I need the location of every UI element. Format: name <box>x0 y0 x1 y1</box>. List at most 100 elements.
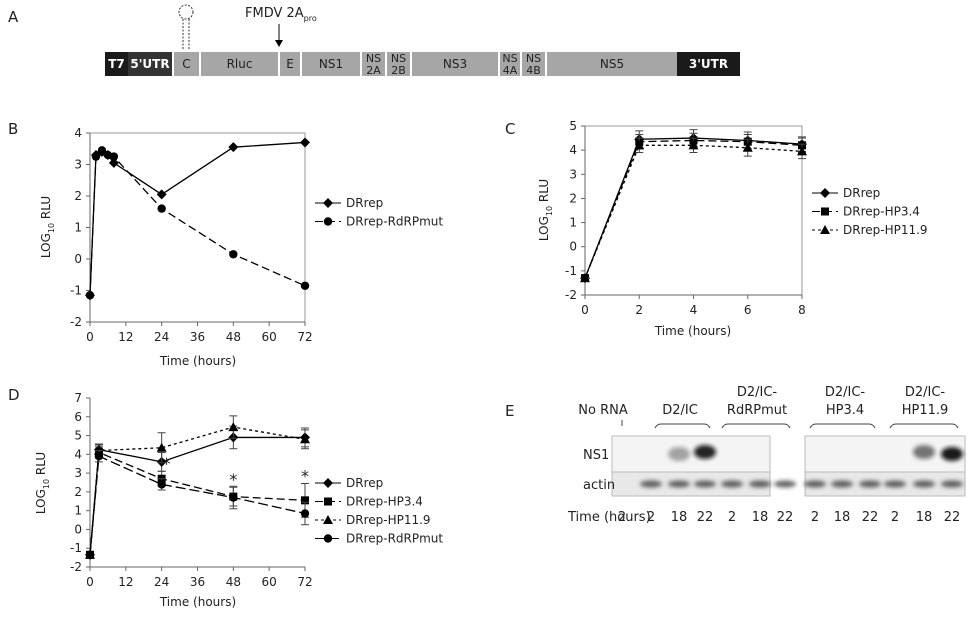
genome-segment <box>677 52 740 76</box>
genome-segment <box>128 52 172 76</box>
segment-label: 5'UTR <box>130 57 169 71</box>
y-tick-label: -1 <box>70 541 82 555</box>
segment-label: 2A <box>366 64 381 77</box>
x-tick-label: 24 <box>154 330 169 344</box>
y-tick-label: 4 <box>569 143 577 157</box>
y-tick-label: -2 <box>70 560 82 574</box>
group-label: HP11.9 <box>902 403 949 418</box>
y-tick-label: -1 <box>565 264 577 278</box>
y-tick-label: 2 <box>569 191 577 205</box>
segment-label: NS1 <box>319 57 343 71</box>
blot-panel <box>611 435 771 473</box>
marker <box>228 142 239 153</box>
marker <box>634 140 645 150</box>
group-label: D2/IC- <box>905 385 946 400</box>
time-value: 22 <box>777 510 794 525</box>
y-axis-title-part: LOG <box>39 233 53 258</box>
ns1-band <box>941 447 963 461</box>
y-tick-label: 3 <box>74 466 82 480</box>
plot-frame <box>89 132 306 323</box>
time-value: 2 <box>811 510 819 525</box>
y-tick-label: 2 <box>74 485 82 499</box>
x-tick-label: 0 <box>86 575 94 589</box>
marker <box>108 157 119 168</box>
marker <box>229 493 238 502</box>
x-axis-title: Time (hours) <box>654 324 731 338</box>
genome-segment <box>500 52 520 76</box>
y-tick-label: 2 <box>74 189 82 203</box>
legend-marker <box>324 497 332 506</box>
annotation: * <box>163 454 171 473</box>
x-tick-label: 60 <box>262 575 277 589</box>
legend-marker <box>820 225 830 234</box>
actin-band <box>859 480 881 488</box>
marker <box>157 204 166 213</box>
y-tick-label: 5 <box>569 119 577 133</box>
marker <box>300 434 310 444</box>
series-line <box>89 436 305 555</box>
ns1-band <box>694 445 716 459</box>
time-value: 22 <box>944 510 961 525</box>
y-tick-label: 6 <box>74 410 82 424</box>
x-tick-label: 2 <box>635 303 643 317</box>
panel-label: E <box>505 402 514 420</box>
group-label: D2/IC- <box>825 385 866 400</box>
y-axis-title-part: 10 <box>545 206 554 216</box>
time-value: 2 <box>647 510 655 525</box>
group-label: RdRPmut <box>727 403 787 418</box>
genome-segment <box>387 52 410 76</box>
x-axis-title: Time (hours) <box>159 595 236 609</box>
y-tick-label: 1 <box>74 221 82 235</box>
actin-band <box>831 480 853 488</box>
cleavage-label: FMDV 2Apro <box>245 6 317 23</box>
legend-marker <box>820 188 830 198</box>
genome-segment <box>412 52 498 76</box>
y-axis-title-part: RLU <box>34 452 48 479</box>
time-value: 22 <box>862 510 879 525</box>
y-tick-label: 3 <box>74 158 82 172</box>
x-axis-title: Time (hours) <box>159 354 236 368</box>
marker <box>85 291 95 300</box>
marker <box>228 422 239 432</box>
segment-label: NS5 <box>600 57 624 71</box>
group-label: D2/IC- <box>737 385 778 400</box>
y-tick-label: 3 <box>569 167 577 181</box>
x-tick-label: 8 <box>798 303 806 317</box>
label: FMDV 2A <box>245 6 304 21</box>
x-tick-label: 36 <box>190 330 205 344</box>
legend-marker <box>323 515 333 524</box>
actin-band <box>721 480 743 488</box>
y-tick-label: 0 <box>74 522 82 536</box>
genome-segment <box>280 52 300 76</box>
hairpin <box>178 4 194 50</box>
y-axis-title: LOG10 RLU <box>34 452 51 514</box>
y-tick-label: -1 <box>70 284 82 298</box>
bracket <box>654 423 711 429</box>
segment-label: Rluc <box>227 57 253 71</box>
genome-segment <box>174 52 199 76</box>
series-line <box>89 426 306 555</box>
y-tick-label: 1 <box>569 216 577 230</box>
segment-label: 2B <box>391 64 406 77</box>
y-axis-title: LOG10 RLU <box>39 196 56 258</box>
y-tick-label: 4 <box>74 126 82 140</box>
segment-label: C <box>182 57 190 71</box>
y-tick-label: 0 <box>569 240 577 254</box>
y-tick-label: 5 <box>74 429 82 443</box>
y-tick-label: 1 <box>74 504 82 518</box>
actin-band <box>941 480 963 488</box>
legend-label: DRrep <box>843 186 880 200</box>
y-axis-title: LOG10 RLU <box>537 179 554 241</box>
genome-segment <box>522 52 545 76</box>
actin-band <box>694 480 716 488</box>
series-line <box>89 149 306 296</box>
bracket <box>721 423 791 429</box>
marker <box>156 189 167 200</box>
legend-marker <box>821 207 829 216</box>
marker <box>688 140 699 150</box>
y-axis-title-part: LOG <box>34 489 48 514</box>
subscript: pro <box>304 14 317 23</box>
time-value: 18 <box>752 510 769 525</box>
actin-band <box>640 480 662 488</box>
y-axis-title-part: 10 <box>42 479 51 489</box>
